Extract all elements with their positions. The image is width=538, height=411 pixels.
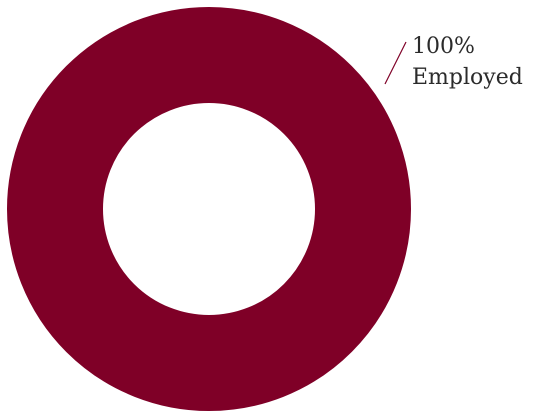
donut-slice-employed bbox=[7, 7, 411, 411]
slice-value-label: 100% bbox=[412, 34, 475, 59]
leader-line bbox=[384, 41, 407, 85]
slice-category-label: Employed bbox=[412, 65, 523, 90]
slice-labels: 100% Employed bbox=[384, 34, 523, 90]
donut-slices bbox=[7, 7, 411, 411]
